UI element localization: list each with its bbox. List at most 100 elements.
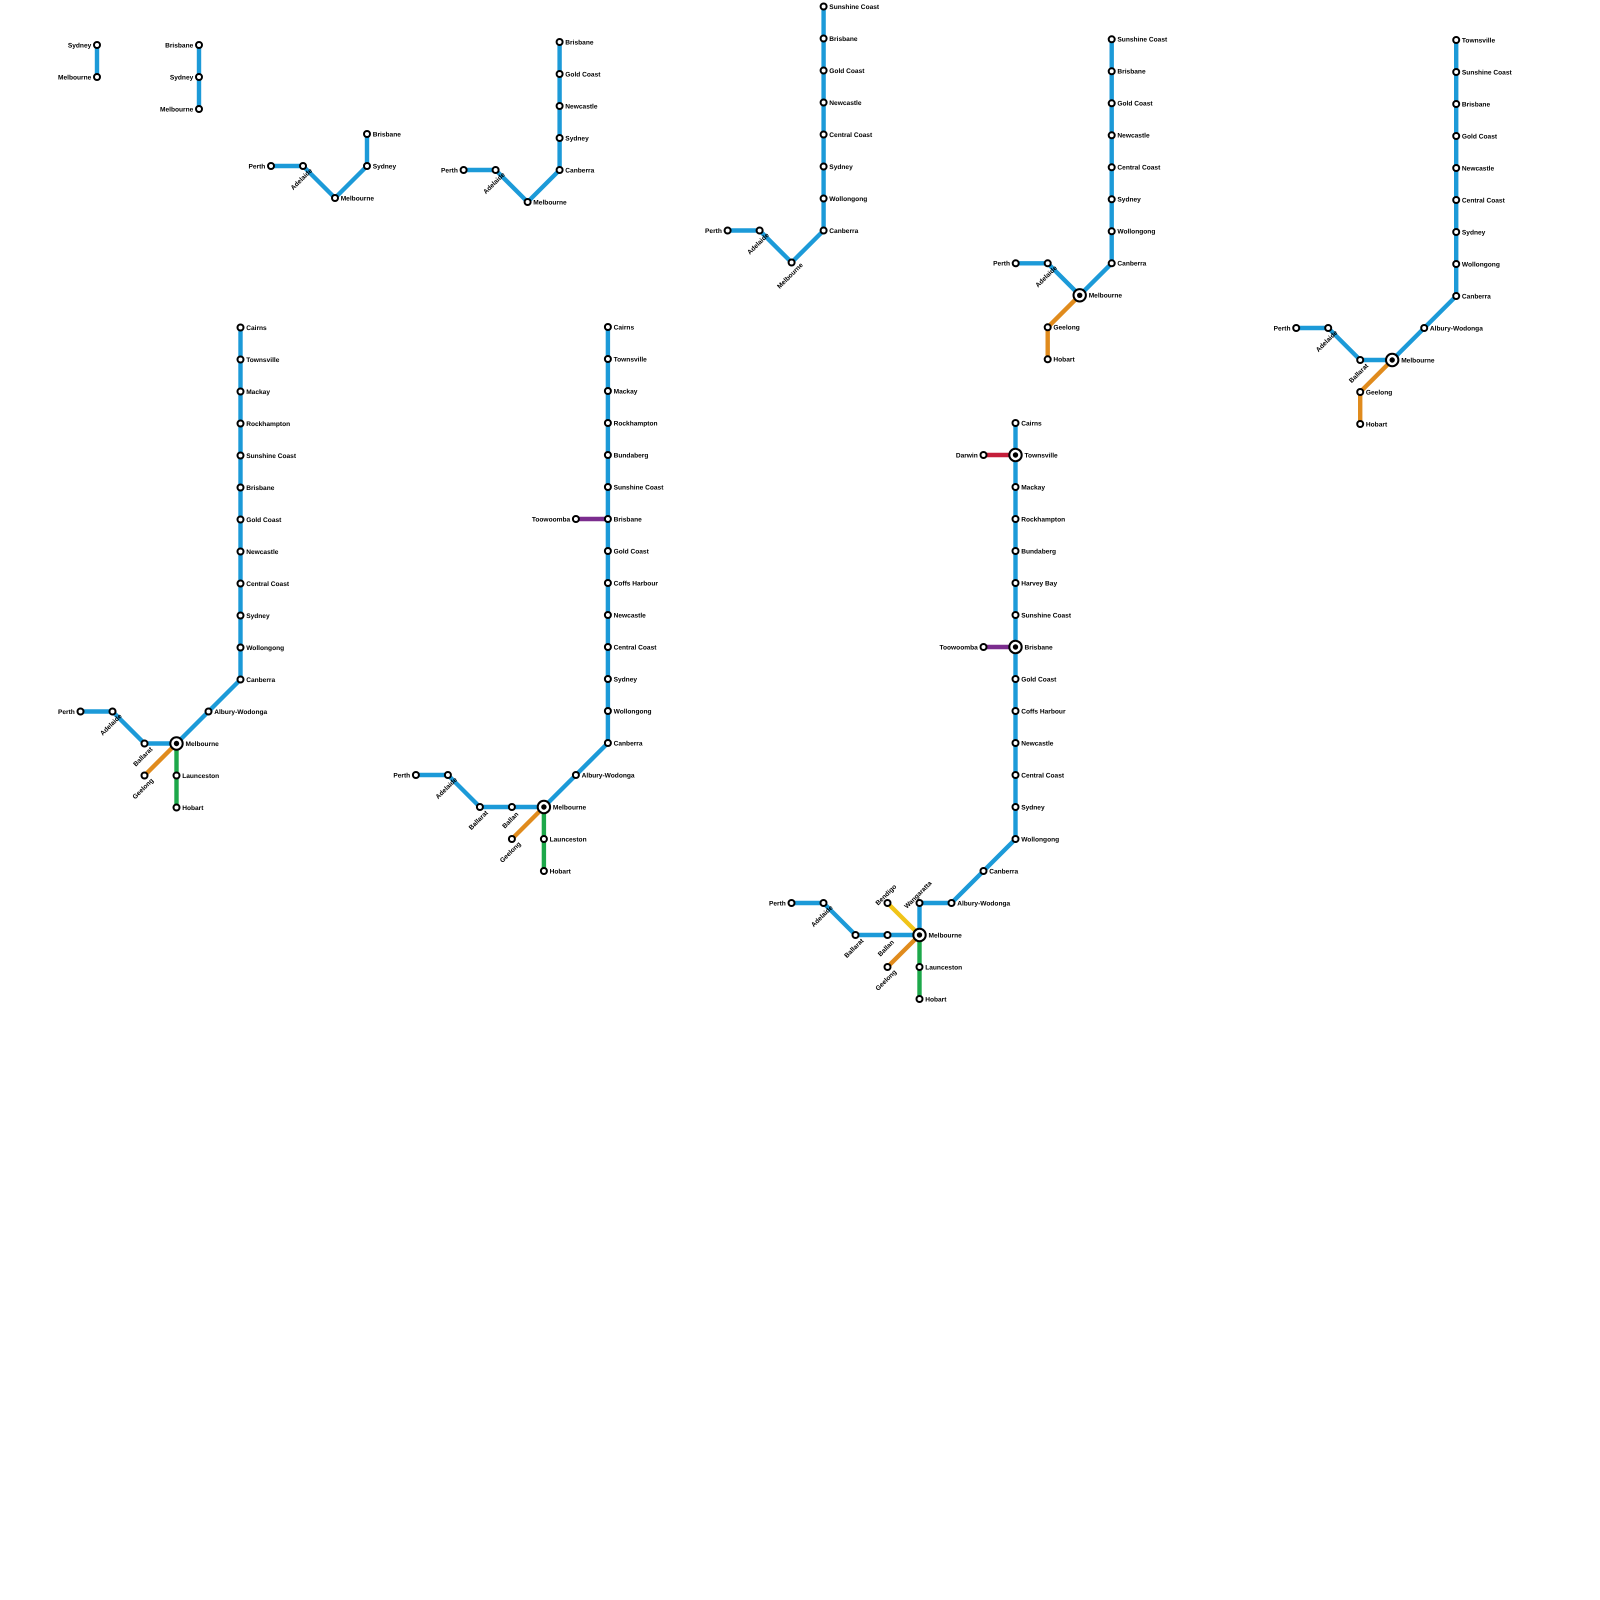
svg-text:Brisbane: Brisbane — [829, 36, 858, 43]
svg-text:Gold Coast: Gold Coast — [614, 548, 650, 555]
svg-text:Bundaberg: Bundaberg — [614, 452, 649, 459]
svg-text:Gold Coast: Gold Coast — [1462, 133, 1498, 140]
svg-text:Perth: Perth — [393, 772, 410, 779]
svg-text:Mackay: Mackay — [246, 389, 270, 396]
svg-text:Wollongong: Wollongong — [614, 708, 652, 715]
svg-text:Wollongong: Wollongong — [1462, 261, 1500, 268]
svg-text:Geelong: Geelong — [132, 777, 156, 801]
svg-text:Sydney: Sydney — [246, 613, 270, 620]
svg-text:Adelaide: Adelaide — [435, 776, 460, 801]
svg-text:Newcastle: Newcastle — [1117, 133, 1150, 140]
svg-text:Perth: Perth — [58, 709, 75, 716]
svg-text:Canberra: Canberra — [565, 167, 594, 174]
svg-text:Melbourne: Melbourne — [553, 804, 587, 811]
svg-text:Cairns: Cairns — [246, 325, 267, 332]
svg-text:Launceston: Launceston — [550, 836, 587, 843]
svg-text:Ballarat: Ballarat — [843, 937, 866, 960]
svg-text:Brisbane: Brisbane — [565, 39, 594, 46]
svg-text:Sunshine Coast: Sunshine Coast — [1021, 612, 1072, 619]
svg-text:Hobart: Hobart — [550, 868, 572, 875]
svg-text:Canberra: Canberra — [829, 228, 858, 235]
svg-text:Sydney: Sydney — [1117, 197, 1141, 204]
svg-text:Ballarat: Ballarat — [468, 809, 491, 832]
svg-text:Melbourne: Melbourne — [1401, 357, 1435, 364]
svg-text:Melbourne: Melbourne — [929, 932, 963, 939]
svg-text:Perth: Perth — [441, 167, 458, 174]
svg-text:Geelong: Geelong — [875, 969, 899, 993]
svg-text:Townsville: Townsville — [1025, 452, 1059, 459]
svg-text:Newcastle: Newcastle — [1021, 740, 1054, 747]
svg-text:Coffs Harbour: Coffs Harbour — [1021, 708, 1066, 715]
svg-text:Mackay: Mackay — [614, 388, 638, 395]
svg-text:Melbourne: Melbourne — [58, 74, 92, 81]
svg-text:Newcastle: Newcastle — [246, 549, 279, 556]
svg-text:Cairns: Cairns — [614, 324, 635, 331]
svg-text:Hobart: Hobart — [182, 805, 204, 812]
svg-text:Sunshine Coast: Sunshine Coast — [614, 484, 665, 491]
svg-text:Adelaide: Adelaide — [290, 167, 315, 192]
svg-text:Ballarat: Ballarat — [1348, 362, 1371, 385]
svg-text:Adelaide: Adelaide — [1034, 265, 1059, 290]
svg-text:Launceston: Launceston — [182, 773, 219, 780]
svg-text:Central Coast: Central Coast — [1117, 165, 1161, 172]
svg-text:Launceston: Launceston — [925, 964, 962, 971]
svg-text:Adelaide: Adelaide — [810, 904, 835, 929]
svg-text:Gold Coast: Gold Coast — [829, 68, 865, 75]
svg-text:Newcastle: Newcastle — [1462, 165, 1495, 172]
svg-text:Melbourne: Melbourne — [186, 741, 220, 748]
svg-text:Central Coast: Central Coast — [829, 132, 873, 139]
svg-text:Sydney: Sydney — [170, 74, 194, 81]
svg-text:Geelong: Geelong — [1053, 325, 1079, 332]
svg-text:Ballarat: Ballarat — [132, 746, 155, 769]
svg-text:Rockhampton: Rockhampton — [246, 421, 290, 428]
svg-text:Hobart: Hobart — [1053, 357, 1075, 364]
svg-text:Rockhampton: Rockhampton — [1021, 516, 1065, 523]
svg-text:Sydney: Sydney — [68, 42, 92, 49]
svg-text:Townsville: Townsville — [1462, 37, 1496, 44]
svg-text:Gold Coast: Gold Coast — [1021, 676, 1057, 683]
svg-text:Geelong: Geelong — [1366, 389, 1392, 396]
svg-text:Toowoomba: Toowoomba — [532, 516, 571, 523]
svg-text:Cairns: Cairns — [1021, 420, 1042, 427]
svg-text:Gold Coast: Gold Coast — [1117, 101, 1153, 108]
svg-text:Gold Coast: Gold Coast — [565, 71, 601, 78]
svg-text:Wollongong: Wollongong — [1117, 229, 1155, 236]
svg-text:Geelong: Geelong — [499, 841, 523, 865]
svg-text:Melbourne: Melbourne — [1089, 293, 1123, 300]
svg-text:Albury-Wodonga: Albury-Wodonga — [1430, 325, 1483, 332]
svg-text:Newcastle: Newcastle — [829, 100, 862, 107]
svg-text:Sunshine Coast: Sunshine Coast — [1462, 69, 1513, 76]
svg-text:Central Coast: Central Coast — [1021, 772, 1065, 779]
svg-text:Sydney: Sydney — [565, 135, 589, 142]
svg-text:Sydney: Sydney — [829, 164, 853, 171]
svg-text:Central Coast: Central Coast — [614, 644, 658, 651]
svg-text:Melbourne: Melbourne — [341, 195, 375, 202]
svg-text:Albury-Wodonga: Albury-Wodonga — [214, 709, 267, 716]
svg-text:Perth: Perth — [1274, 325, 1291, 332]
svg-text:Newcastle: Newcastle — [565, 103, 598, 110]
svg-text:Perth: Perth — [769, 900, 786, 907]
svg-text:Mackay: Mackay — [1021, 484, 1045, 491]
svg-text:Sydney: Sydney — [1462, 229, 1486, 236]
svg-text:Perth: Perth — [993, 261, 1010, 268]
svg-text:Canberra: Canberra — [989, 868, 1018, 875]
svg-text:Wollongong: Wollongong — [829, 196, 867, 203]
svg-text:Toowoomba: Toowoomba — [939, 644, 978, 651]
svg-text:Wollongong: Wollongong — [246, 645, 284, 652]
svg-text:Wollongong: Wollongong — [1021, 836, 1059, 843]
svg-text:Harvey Bay: Harvey Bay — [1021, 580, 1057, 587]
svg-text:Townsville: Townsville — [614, 356, 648, 363]
svg-text:Albury-Wodonga: Albury-Wodonga — [957, 900, 1010, 907]
svg-text:Rockhampton: Rockhampton — [614, 420, 658, 427]
svg-text:Sunshine Coast: Sunshine Coast — [1117, 37, 1168, 44]
svg-text:Brisbane: Brisbane — [614, 516, 643, 523]
svg-text:Melbourne: Melbourne — [160, 106, 194, 113]
svg-text:Sydney: Sydney — [1021, 804, 1045, 811]
svg-text:Coffs Harbour: Coffs Harbour — [614, 580, 659, 587]
svg-text:Sydney: Sydney — [373, 163, 397, 170]
svg-text:Sunshine Coast: Sunshine Coast — [829, 4, 880, 11]
svg-text:Canberra: Canberra — [1462, 293, 1491, 300]
svg-text:Canberra: Canberra — [246, 677, 275, 684]
svg-text:Brisbane: Brisbane — [373, 131, 402, 138]
svg-text:Brisbane: Brisbane — [1117, 69, 1146, 76]
